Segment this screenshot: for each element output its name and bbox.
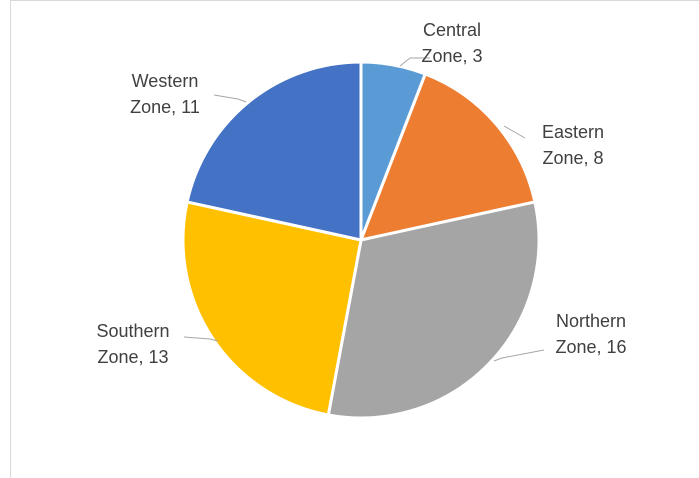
leader-lines bbox=[183, 57, 545, 362]
data-label-line: Zone, 8 bbox=[542, 148, 603, 168]
data-label-line: Zone, 3 bbox=[421, 46, 482, 66]
data-label-line: Zone, 11 bbox=[130, 97, 200, 117]
data-label-line: Zone, 16 bbox=[555, 337, 626, 357]
pie-slice-northern-zone bbox=[326, 200, 541, 420]
data-label-western-zone: Western Zone, 11 bbox=[130, 71, 200, 117]
leader-line bbox=[213, 94, 247, 103]
pie-slice-eastern-zone bbox=[359, 72, 537, 242]
data-label-line: Central bbox=[423, 20, 481, 40]
data-label-line: Western bbox=[132, 71, 199, 91]
chart-border-left bbox=[10, 0, 11, 478]
leader-line bbox=[493, 349, 545, 362]
data-label-line: Zone, 13 bbox=[97, 347, 168, 367]
data-label-southern-zone: Southern Zone, 13 bbox=[96, 321, 169, 367]
leader-line bbox=[183, 336, 219, 342]
leader-line bbox=[399, 57, 430, 67]
pie-slices bbox=[181, 60, 541, 420]
data-label-line: Eastern bbox=[542, 122, 604, 142]
pie-slice-western-zone bbox=[185, 60, 363, 242]
data-label-line: Southern bbox=[96, 321, 169, 341]
data-label-eastern-zone: Eastern Zone, 8 bbox=[542, 122, 604, 168]
data-label-line: Northern bbox=[556, 311, 626, 331]
pie-slice-southern-zone bbox=[181, 200, 363, 417]
leader-line bbox=[503, 125, 526, 139]
data-label-northern-zone: Northern Zone, 16 bbox=[555, 311, 626, 357]
data-label-central-zone: Central Zone, 3 bbox=[421, 20, 482, 66]
data-labels: Central Zone, 3 Eastern Zone, 8 Northern Zone… bbox=[96, 20, 626, 367]
chart-border-top bbox=[10, 0, 699, 1]
